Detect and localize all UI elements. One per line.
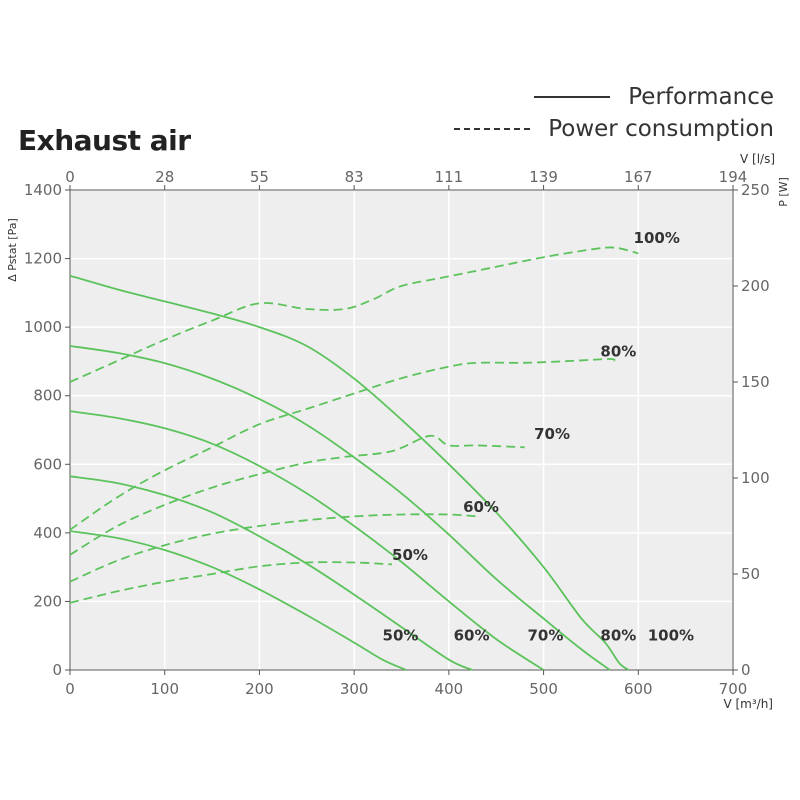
y-axis-label: Δ Pstat [Pa] [6, 218, 19, 282]
performance-curve-100 [69, 274, 630, 671]
performance-curve-70 [69, 410, 545, 671]
x-top-tick-label: 28 [155, 168, 174, 186]
x-top-tick-label: 83 [345, 168, 364, 186]
curve-label: 50% [392, 546, 428, 564]
legend-solid-line [534, 96, 611, 98]
y-tick-label: 1000 [24, 318, 62, 336]
x-tick-label: 500 [529, 680, 558, 698]
y-right-tick-label: 100 [741, 469, 770, 487]
x-top-tick-label: 55 [250, 168, 269, 186]
curve-label: 60% [454, 627, 490, 645]
y-tick-label: 1400 [24, 181, 62, 199]
curve-label: 100% [634, 229, 680, 247]
y-tick-label: 200 [33, 592, 62, 610]
x-tick-label: 600 [624, 680, 653, 698]
x-top-tick-label: 194 [719, 168, 748, 186]
y-tick-label: 1200 [24, 250, 62, 268]
power-curve-50 [69, 561, 393, 604]
curve-label: 60% [463, 498, 499, 516]
legend-performance-label: Performance [628, 84, 774, 110]
x-top-axis-label: V [l/s] [740, 152, 775, 166]
performance-curve-50 [69, 530, 407, 671]
y-tick-label: 800 [33, 387, 62, 405]
x-tick-label: 100 [150, 680, 179, 698]
x-tick-label: 300 [340, 680, 369, 698]
x-axis-label: V [m³/h] [723, 697, 773, 711]
curve-label: 80% [600, 627, 636, 645]
x-tick-label: 200 [245, 680, 274, 698]
y-right-tick-label: 150 [741, 373, 770, 391]
x-top-tick-label: 139 [529, 168, 558, 186]
y-tick-label: 600 [33, 455, 62, 473]
y-right-axis-label: P [W] [777, 177, 790, 207]
y-right-tick-label: 200 [741, 277, 770, 295]
performance-curve-60 [69, 475, 473, 671]
plot-background [70, 190, 733, 670]
y-tick-label: 0 [52, 661, 62, 679]
performance-curve-80 [69, 345, 611, 671]
curve-label: 70% [527, 627, 563, 645]
power-curve-80 [69, 358, 616, 531]
curve-label: 80% [600, 342, 636, 360]
curve-label: 100% [648, 627, 694, 645]
power-curve-100 [69, 246, 639, 383]
x-tick-label: 0 [65, 680, 75, 698]
x-tick-label: 700 [719, 680, 748, 698]
power-curve-60 [69, 513, 478, 583]
x-top-tick-label: 111 [435, 168, 464, 186]
legend-performance: Performance [534, 84, 774, 110]
curve-label: 70% [534, 425, 570, 443]
chart-title: Exhaust air [18, 124, 191, 157]
x-tick-label: 400 [435, 680, 464, 698]
power-curve-70 [69, 434, 525, 556]
curve-label: 50% [383, 627, 419, 645]
legend-dashed-line [454, 128, 531, 130]
y-right-tick-label: 250 [741, 181, 770, 199]
y-right-tick-label: 0 [741, 661, 751, 679]
x-top-tick-label: 167 [624, 168, 653, 186]
y-tick-label: 400 [33, 524, 62, 542]
legend-power-label: Power consumption [548, 116, 774, 142]
legend-power: Power consumption [454, 116, 774, 142]
y-right-tick-label: 50 [741, 565, 760, 583]
x-top-tick-label: 0 [65, 168, 75, 186]
